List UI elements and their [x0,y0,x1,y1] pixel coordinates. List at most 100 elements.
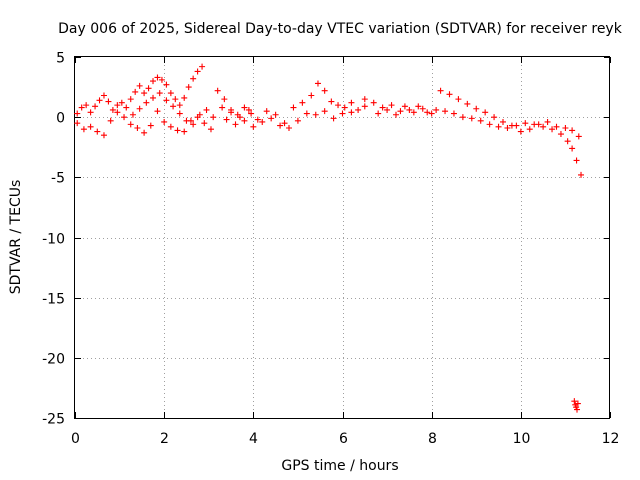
data-point [308,92,315,99]
data-point [214,87,221,94]
data-point [163,81,170,88]
data-point [183,117,190,124]
data-point [286,124,292,131]
tick-layer [75,57,611,419]
data-point [127,96,134,103]
data-point [549,126,556,133]
data-point [219,104,226,111]
data-point [127,121,134,128]
data-point [221,96,228,103]
x-tick-label: 4 [249,431,258,447]
data-point [299,99,306,106]
y-tick-label: -20 [42,352,65,368]
data-point [410,109,417,116]
data-point [87,123,94,130]
data-point [181,128,188,135]
data-point [508,122,515,129]
chart-title: Day 006 of 2025, Sidereal Day-to-day VTE… [58,21,623,37]
data-series [571,398,581,413]
data-series [74,63,206,117]
y-tick-label: -25 [42,412,65,428]
data-point [522,120,529,127]
data-point [450,110,457,117]
data-series [223,108,355,131]
data-point [384,106,391,113]
data-point [196,111,203,118]
data-point [105,98,112,105]
x-tick-label: 10 [513,431,531,447]
data-point [294,117,301,124]
data-point [114,102,121,109]
data-point [459,114,466,121]
data-point [207,126,214,133]
data-series [219,80,368,127]
data-point [564,138,571,145]
data-series [375,87,582,140]
data-point [150,94,157,101]
data-point [170,103,177,110]
data-point [263,108,270,115]
x-tick-label: 6 [339,431,348,447]
data-point [154,108,161,115]
data-point [161,118,168,125]
data-point [94,128,101,135]
data-point [268,115,275,122]
x-tick-label: 2 [160,431,169,447]
data-point [80,126,87,133]
data-point [87,109,94,116]
data-point [574,406,581,413]
data-point [210,114,217,121]
data-point [339,110,346,117]
data-point [433,106,440,113]
x-tick-label: 0 [71,431,80,447]
grid-layer [75,57,610,418]
data-point [477,117,484,124]
data-point [121,114,128,121]
data-point [100,92,107,99]
data-point [517,128,524,135]
data-point [406,106,413,113]
x-tick-label: 12 [602,431,620,447]
data-point [203,106,210,113]
data-point [419,105,426,112]
data-point [544,118,551,125]
data-point [156,90,163,97]
data-point [92,103,99,110]
data-point [379,104,386,111]
y-tick-label: -10 [42,232,65,248]
data-point [194,68,201,75]
data-point [248,110,255,117]
data-point [446,91,453,98]
data-point [442,108,449,115]
data-point [388,102,395,109]
data-point [228,109,235,116]
data-point [100,132,107,139]
data-point [424,109,431,116]
data-point [491,114,498,121]
data-point [176,110,183,117]
data-point [348,99,355,106]
data-point [437,87,444,94]
data-point [575,133,582,140]
data-point [473,105,480,112]
data-point [540,123,547,130]
y-tick-label: 5 [56,51,65,67]
data-point [254,116,261,123]
x-tick-label: 8 [428,431,437,447]
data-series [129,90,217,128]
data-point [174,127,181,134]
data-point [199,63,206,70]
data-point [154,74,161,81]
data-point [74,110,81,117]
data-point [158,76,165,83]
data-point [571,398,578,405]
data-point [341,104,348,111]
data-point [455,96,462,103]
data-point [190,75,197,82]
data-point [312,111,319,118]
data-point [321,87,328,94]
data-point [96,97,103,104]
x-axis-label: GPS time / hours [281,458,398,474]
data-point [118,99,125,106]
